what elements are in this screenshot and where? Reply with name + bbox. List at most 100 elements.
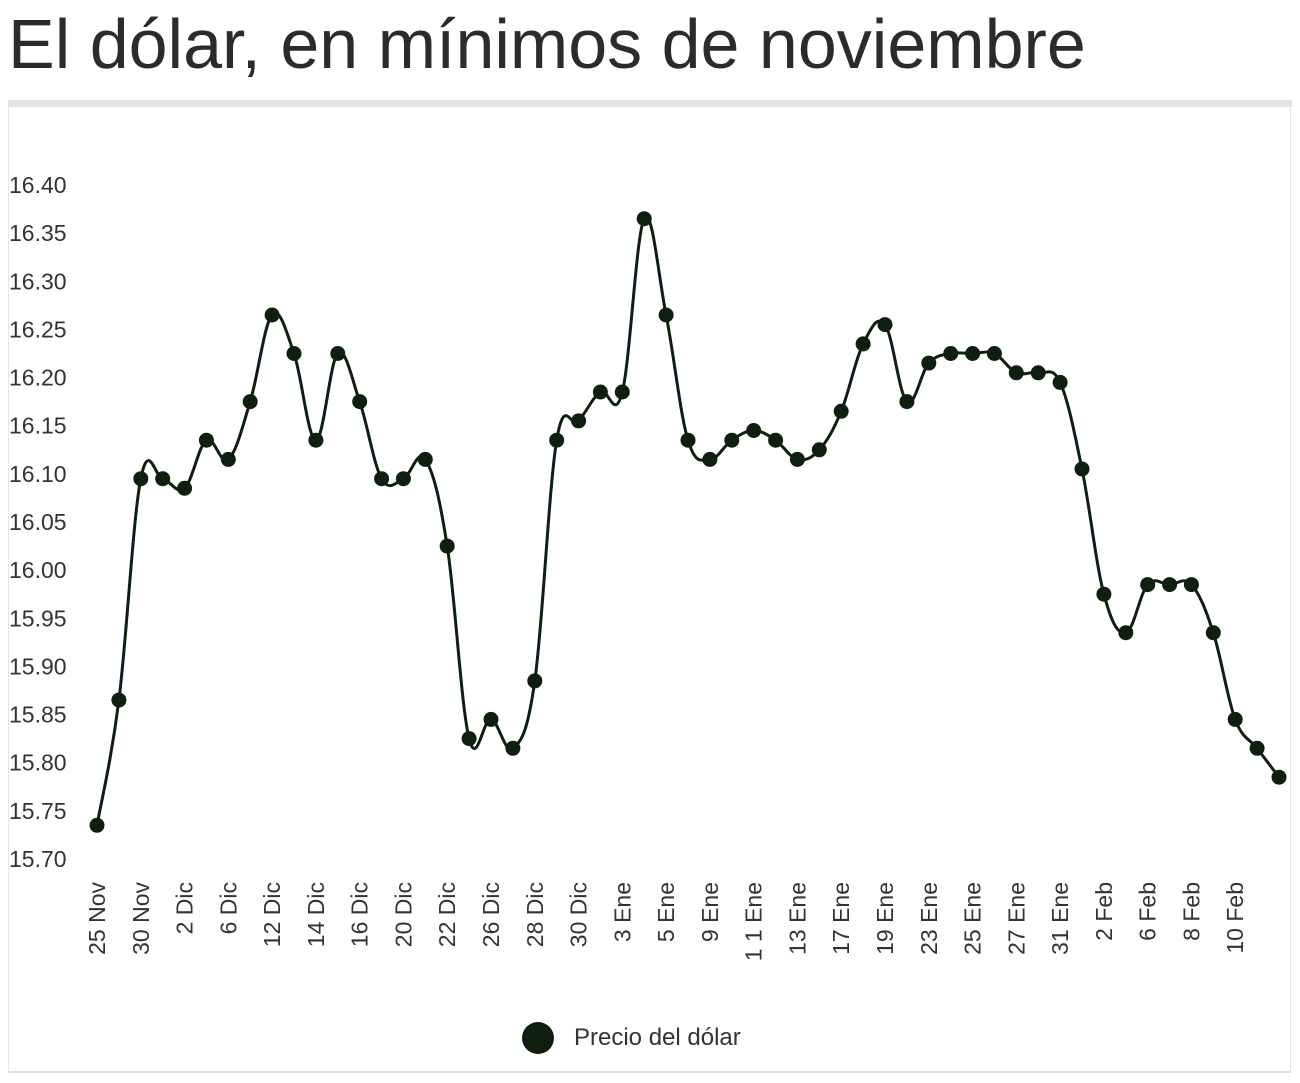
data-point[interactable] [177,480,193,496]
x-tick-label: 1 1 Ene [741,882,767,961]
data-point[interactable] [264,307,280,323]
x-tick-label: 26 Dic [478,882,504,947]
x-tick-label: 19 Ene [872,882,898,955]
x-tick-label: 25 Ene [960,882,986,955]
data-point[interactable] [1074,461,1090,477]
y-tick-label: 15.85 [9,702,67,728]
x-tick-label: 30 Dic [566,882,592,947]
data-point[interactable] [965,346,981,361]
y-tick-label: 16.40 [9,172,67,198]
legend: Precio del dólar [522,1020,741,1056]
x-tick-label: 2 Feb [1091,882,1117,941]
x-tick-label: 3 Ene [609,882,635,942]
data-point[interactable] [986,346,1002,361]
x-tick-label: 16 Dic [347,882,373,947]
x-tick-label: 14 Dic [303,882,329,947]
data-point[interactable] [483,711,499,727]
data-point[interactable] [571,413,587,429]
data-point[interactable] [614,384,630,400]
x-tick-label: 31 Ene [1047,882,1073,955]
y-axis: 15.70 15.75 15.80 15.85 15.90 15.95 16.00 16.05… [9,172,67,872]
data-point[interactable] [417,451,433,467]
data-point[interactable] [636,211,652,227]
data-point[interactable] [461,731,477,747]
y-tick-label: 15.95 [9,605,67,631]
data-point[interactable] [1162,577,1178,593]
y-tick-label: 16.35 [9,220,67,246]
x-tick-label: 6 Feb [1135,882,1161,941]
data-point[interactable] [658,307,674,323]
data-point[interactable] [111,692,127,708]
x-tick-label: 17 Ene [828,882,854,955]
data-point[interactable] [724,432,740,448]
data-point[interactable] [1052,374,1068,390]
x-tick-label: 20 Dic [390,882,416,947]
data-point[interactable] [439,538,455,554]
y-tick-label: 15.75 [9,798,67,824]
title-divider [8,100,1292,107]
data-point[interactable] [1118,625,1134,641]
x-tick-label: 6 Dic [215,882,241,934]
y-tick-label: 15.70 [9,846,67,872]
series-line [95,215,1281,827]
x-tick-label: 28 Dic [522,882,548,947]
data-point[interactable] [286,346,302,361]
data-point[interactable] [549,432,565,448]
x-tick-label: 10 Feb [1222,882,1248,954]
y-tick-label: 16.25 [9,316,67,342]
y-tick-label: 15.80 [9,750,67,776]
data-point[interactable] [198,432,214,448]
data-point[interactable] [592,384,608,400]
x-tick-label: 9 Ene [697,882,723,942]
data-point[interactable] [1183,577,1199,593]
data-point[interactable] [789,451,805,467]
y-tick-label: 16.15 [9,413,67,439]
data-point[interactable] [746,423,762,438]
x-tick-label: 2 Dic [172,882,198,934]
data-point[interactable] [899,394,915,410]
data-point[interactable] [680,432,696,448]
x-tick-label: 5 Ene [653,882,679,942]
data-point[interactable] [921,355,937,371]
data-point[interactable] [1030,365,1046,381]
x-tick-label: 22 Dic [434,882,460,947]
data-point[interactable] [1008,365,1024,381]
y-tick-label: 16.10 [9,461,67,487]
data-point[interactable] [242,394,258,410]
x-tick-label: 12 Dic [259,882,285,947]
data-point[interactable] [155,471,171,487]
data-point[interactable] [1205,625,1221,641]
data-point[interactable] [855,336,871,352]
data-point[interactable] [1227,711,1243,727]
data-point[interactable] [220,451,236,467]
chart-title: El dólar, en mínimos de noviembre [8,5,1086,83]
data-point[interactable] [877,317,893,333]
y-tick-label: 15.90 [9,653,67,679]
data-point[interactable] [702,451,718,467]
data-point[interactable] [833,403,849,419]
data-point[interactable] [1096,586,1112,602]
data-point[interactable] [352,394,368,410]
x-tick-label: 27 Ene [1003,882,1029,955]
data-point[interactable] [1271,769,1287,785]
x-tick-label: 30 Nov [128,882,154,955]
data-point[interactable] [395,471,411,487]
data-point[interactable] [768,432,784,448]
data-point[interactable] [811,442,827,458]
data-point[interactable] [505,740,521,756]
data-point[interactable] [330,346,346,361]
data-point[interactable] [133,471,149,487]
x-tick-label: 25 Nov [84,882,110,955]
data-point[interactable] [374,471,390,487]
data-point[interactable] [943,346,959,361]
x-axis: 25 Nov 30 Nov 2 Dic 6 Dic 12 Dic 14 Dic 16 Dic… [84,882,1248,962]
legend-label: Precio del dólar [574,1024,741,1051]
data-point[interactable] [1249,740,1265,756]
data-point[interactable] [1140,577,1156,593]
y-tick-label: 16.05 [9,509,67,535]
data-point[interactable] [527,673,543,689]
data-point[interactable] [89,817,105,833]
data-point[interactable] [308,432,324,448]
y-tick-label: 16.30 [9,268,67,294]
